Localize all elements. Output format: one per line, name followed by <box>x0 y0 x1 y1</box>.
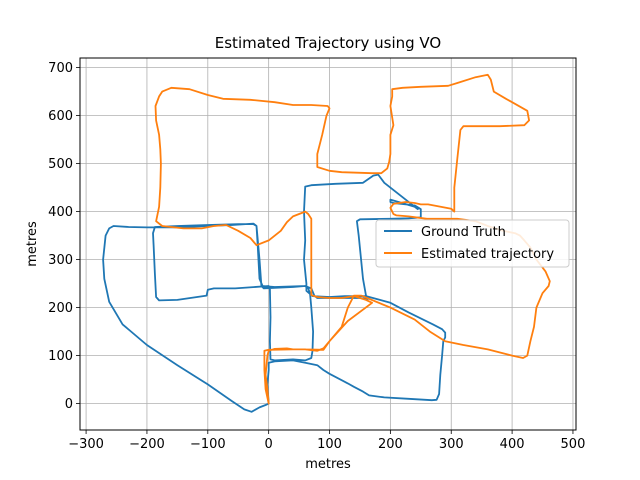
x-tick-label: −300 <box>68 437 104 452</box>
grid <box>80 58 576 430</box>
x-tick-label: 0 <box>265 437 273 452</box>
legend-label-ground-truth: Ground Truth <box>421 225 506 240</box>
y-tick-label: 500 <box>48 157 73 172</box>
y-axis-label: metres <box>25 221 40 267</box>
y-tick-label: 100 <box>48 349 73 364</box>
axis-ticks: −300 −200 −100 0 100 200 300 400 500 0 100 200 300 40… <box>48 61 585 452</box>
plot-frame <box>79 57 577 431</box>
legend: Ground Truth Estimated trajectory <box>375 219 570 268</box>
x-axis-label: metres <box>305 457 351 472</box>
x-tick-label: −200 <box>129 437 165 452</box>
x-tick-label: 500 <box>561 437 586 452</box>
series-line-estimated-trajectory <box>154 73 551 405</box>
y-tick-label: 200 <box>48 301 73 316</box>
series-layer <box>102 73 551 413</box>
x-tick-label: 300 <box>439 437 464 452</box>
chart-title: Estimated Trajectory using VO <box>215 34 441 52</box>
y-tick-label: 300 <box>48 253 73 268</box>
y-tick-label: 600 <box>48 109 73 124</box>
legend-box <box>375 219 570 268</box>
y-tick-label: 700 <box>48 61 73 76</box>
y-tick-label: 0 <box>65 397 73 412</box>
legend-label-estimated-trajectory: Estimated trajectory <box>421 247 554 262</box>
x-tick-label: 100 <box>317 437 342 452</box>
x-tick-label: 200 <box>378 437 403 452</box>
x-tick-label: −100 <box>190 437 226 452</box>
x-tick-label: 400 <box>500 437 525 452</box>
y-tick-label: 400 <box>48 205 73 220</box>
